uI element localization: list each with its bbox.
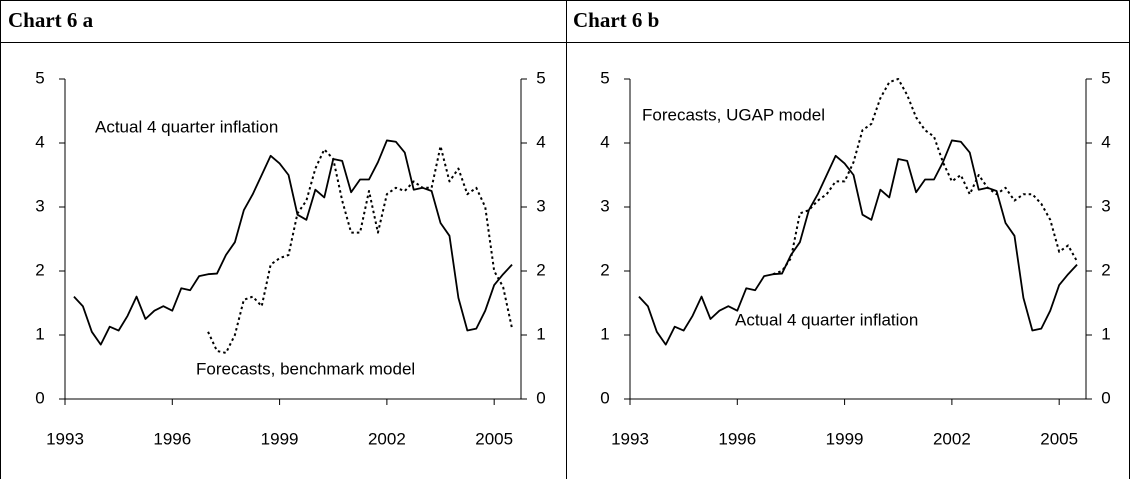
y2-tick-label: 5 [536, 68, 545, 87]
series-label: Forecasts, benchmark model [196, 359, 415, 378]
y2-tick-label: 2 [536, 260, 545, 279]
y2-tick-label: 1 [1101, 324, 1110, 343]
chart-title: Chart 6 b [573, 8, 659, 32]
y-tick-label: 4 [35, 132, 44, 151]
x-tick-label: 1999 [261, 429, 299, 448]
y-tick-label: 2 [600, 260, 609, 279]
y-tick-label: 1 [600, 324, 609, 343]
y2-tick-label: 0 [1101, 388, 1110, 407]
y-tick-label: 5 [600, 68, 609, 87]
y2-tick-label: 4 [536, 132, 545, 151]
series-label: Actual 4 quarter inflation [735, 310, 918, 329]
y-tick-label: 3 [600, 196, 609, 215]
y2-tick-label: 1 [536, 324, 545, 343]
y-tick-label: 3 [35, 196, 44, 215]
series-line [772, 78, 1078, 276]
series-line [73, 139, 513, 346]
x-tick-label: 2002 [933, 429, 971, 448]
series-label: Forecasts, UGAP model [642, 105, 825, 124]
y-tick-label: 4 [600, 132, 609, 151]
x-tick-label: 1993 [611, 429, 649, 448]
y-tick-label: 0 [35, 388, 44, 407]
y-tick-label: 1 [35, 324, 44, 343]
x-tick-label: 2005 [475, 429, 513, 448]
y-tick-label: 5 [35, 68, 44, 87]
series-line [638, 139, 1078, 346]
series-label: Actual 4 quarter inflation [95, 117, 278, 136]
y2-tick-label: 4 [1101, 132, 1110, 151]
y2-tick-label: 3 [1101, 196, 1110, 215]
y-tick-label: 0 [600, 388, 609, 407]
x-tick-label: 2002 [368, 429, 406, 448]
x-tick-label: 1996 [153, 429, 191, 448]
x-tick-label: 1999 [826, 429, 864, 448]
y-tick-label: 2 [35, 260, 44, 279]
series-line [207, 145, 514, 354]
y2-tick-label: 3 [536, 196, 545, 215]
chart-title: Chart 6 a [8, 8, 94, 32]
x-tick-label: 1993 [46, 429, 84, 448]
y2-tick-label: 0 [536, 388, 545, 407]
y2-tick-label: 5 [1101, 68, 1110, 87]
y2-tick-label: 2 [1101, 260, 1110, 279]
x-tick-label: 1996 [718, 429, 756, 448]
x-tick-label: 2005 [1040, 429, 1078, 448]
